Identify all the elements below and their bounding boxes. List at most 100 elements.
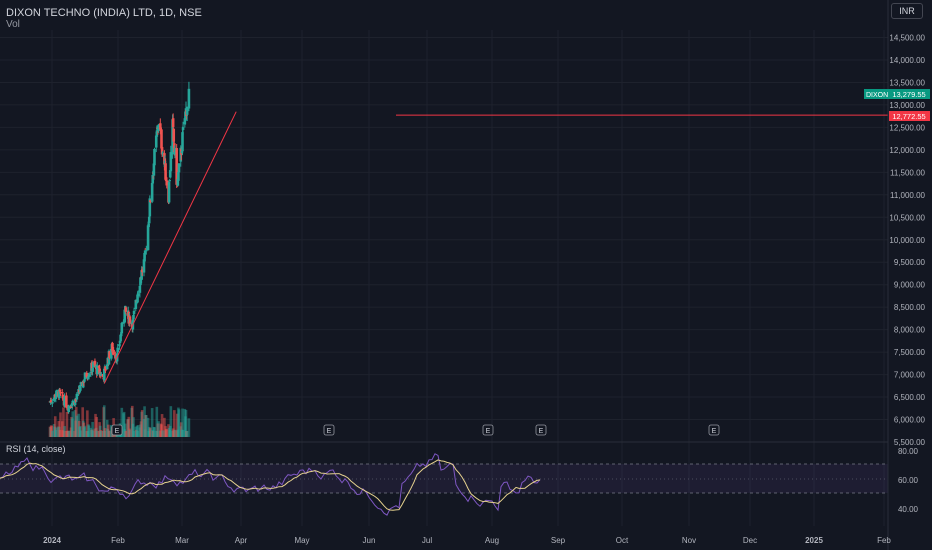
candle-body bbox=[139, 277, 142, 286]
y-tick-label: 8,500.00 bbox=[894, 303, 926, 312]
volume-bar bbox=[161, 430, 164, 437]
volume-bar bbox=[184, 409, 188, 437]
earnings-event-icon[interactable]: E bbox=[323, 424, 335, 436]
candle-body bbox=[173, 143, 176, 153]
earnings-event-icon[interactable]: E bbox=[482, 424, 494, 436]
volume-bar bbox=[120, 407, 124, 437]
volume-bar bbox=[128, 428, 132, 437]
candle-body bbox=[175, 148, 178, 185]
candle-body bbox=[70, 407, 73, 409]
candle-body bbox=[134, 299, 138, 309]
ascending-trendline[interactable] bbox=[103, 111, 237, 384]
time-axis[interactable]: 2024 Feb Mar Apr May Jun Jul Aug Sep Oct Nov Dec 202… bbox=[43, 536, 891, 545]
candle-body bbox=[59, 392, 62, 394]
y-tick-label: 5,500.00 bbox=[894, 438, 926, 447]
candle-body bbox=[95, 365, 99, 375]
candle-body bbox=[150, 182, 154, 202]
volume-bar bbox=[86, 410, 89, 437]
candle-body bbox=[63, 396, 66, 406]
x-tick-label: Dec bbox=[743, 536, 757, 545]
candle-body bbox=[111, 342, 114, 353]
candle-body bbox=[160, 147, 164, 155]
earnings-event-icon[interactable]: E bbox=[111, 424, 123, 436]
volume-bar bbox=[169, 406, 173, 437]
x-tick-label: Feb bbox=[111, 536, 125, 545]
x-tick-label: May bbox=[294, 536, 309, 545]
volume-bar bbox=[91, 430, 95, 437]
rsi-label: RSI (14, close) bbox=[6, 444, 66, 454]
candle-body bbox=[105, 364, 109, 370]
svg-text:E: E bbox=[115, 428, 120, 435]
x-tick-label: 2025 bbox=[805, 536, 823, 545]
volume-bar bbox=[65, 411, 69, 437]
candle-body bbox=[67, 405, 70, 413]
candle-body bbox=[151, 174, 155, 184]
candle-body bbox=[136, 294, 139, 303]
last-price-tag: DIXON 13,279.55 bbox=[864, 89, 930, 99]
y-tick-label: 8,000.00 bbox=[894, 326, 926, 335]
price-axis[interactable]: 14,500.00 14,000.00 13,500.00 13,000.00 12,5… bbox=[889, 34, 925, 448]
volume-bar bbox=[104, 428, 107, 437]
candle-body bbox=[61, 394, 65, 399]
candle-body bbox=[104, 366, 107, 371]
candle-body bbox=[73, 399, 77, 406]
candle-body bbox=[120, 322, 124, 334]
y-tick-label: 7,000.00 bbox=[894, 371, 926, 380]
y-tick-label: 9,000.00 bbox=[894, 281, 926, 290]
candle-body bbox=[77, 390, 81, 393]
candle-body bbox=[114, 354, 117, 359]
candle-body bbox=[132, 314, 135, 320]
symbol-tag: DIXON bbox=[866, 92, 888, 99]
x-tick-label: Jun bbox=[363, 536, 376, 545]
candle-body bbox=[165, 180, 169, 186]
y-tick-label: 13,500.00 bbox=[889, 78, 925, 87]
candle-body bbox=[173, 147, 177, 155]
x-tick-label: Nov bbox=[682, 536, 696, 545]
line-price-label: 12,772.55 bbox=[892, 112, 925, 121]
candle-body bbox=[58, 389, 62, 392]
candle-body bbox=[87, 373, 91, 377]
volume-bar bbox=[83, 425, 87, 437]
x-tick-label: Oct bbox=[616, 536, 629, 545]
candle-body bbox=[176, 178, 180, 186]
y-tick-label: 12,000.00 bbox=[889, 146, 925, 155]
volume-bar bbox=[181, 429, 185, 437]
candle-body bbox=[97, 365, 101, 368]
candle-body bbox=[177, 163, 181, 173]
volume-bar bbox=[102, 405, 106, 437]
y-tick-label: 11,500.00 bbox=[890, 168, 926, 177]
volume-bar bbox=[123, 423, 127, 437]
candle-body bbox=[65, 395, 68, 408]
candle-body bbox=[119, 333, 123, 337]
candle-body bbox=[118, 344, 121, 347]
candle-body bbox=[148, 198, 152, 217]
candle-body bbox=[75, 393, 79, 400]
line-price-tag: 12,772.55 bbox=[889, 111, 930, 121]
candle-body bbox=[169, 152, 173, 172]
candle-body bbox=[71, 400, 75, 404]
candle-body bbox=[159, 123, 162, 130]
volume-bar bbox=[108, 430, 111, 437]
volume-bar bbox=[91, 421, 94, 437]
candle-body bbox=[167, 182, 171, 203]
y-tick-label: 11,000.00 bbox=[890, 191, 926, 200]
volume-bar bbox=[140, 410, 144, 437]
earnings-event-icon[interactable]: E bbox=[708, 424, 720, 436]
y-tick-label: 10,000.00 bbox=[889, 236, 925, 245]
x-tick-label: Aug bbox=[485, 536, 499, 545]
rsi-tick-label: 80.00 bbox=[898, 447, 919, 456]
candle-body bbox=[91, 362, 95, 368]
candle-body bbox=[168, 179, 171, 182]
volume-bar bbox=[95, 430, 99, 437]
candle-body bbox=[116, 347, 120, 353]
candle-body bbox=[100, 373, 103, 376]
currency-button[interactable]: INR bbox=[891, 3, 923, 19]
candle-body bbox=[83, 379, 86, 382]
candle-body bbox=[187, 88, 191, 109]
volume-bar bbox=[149, 427, 152, 437]
earnings-event-icon[interactable]: E bbox=[535, 424, 547, 436]
candle-body bbox=[98, 368, 101, 375]
candle-body bbox=[140, 269, 144, 273]
